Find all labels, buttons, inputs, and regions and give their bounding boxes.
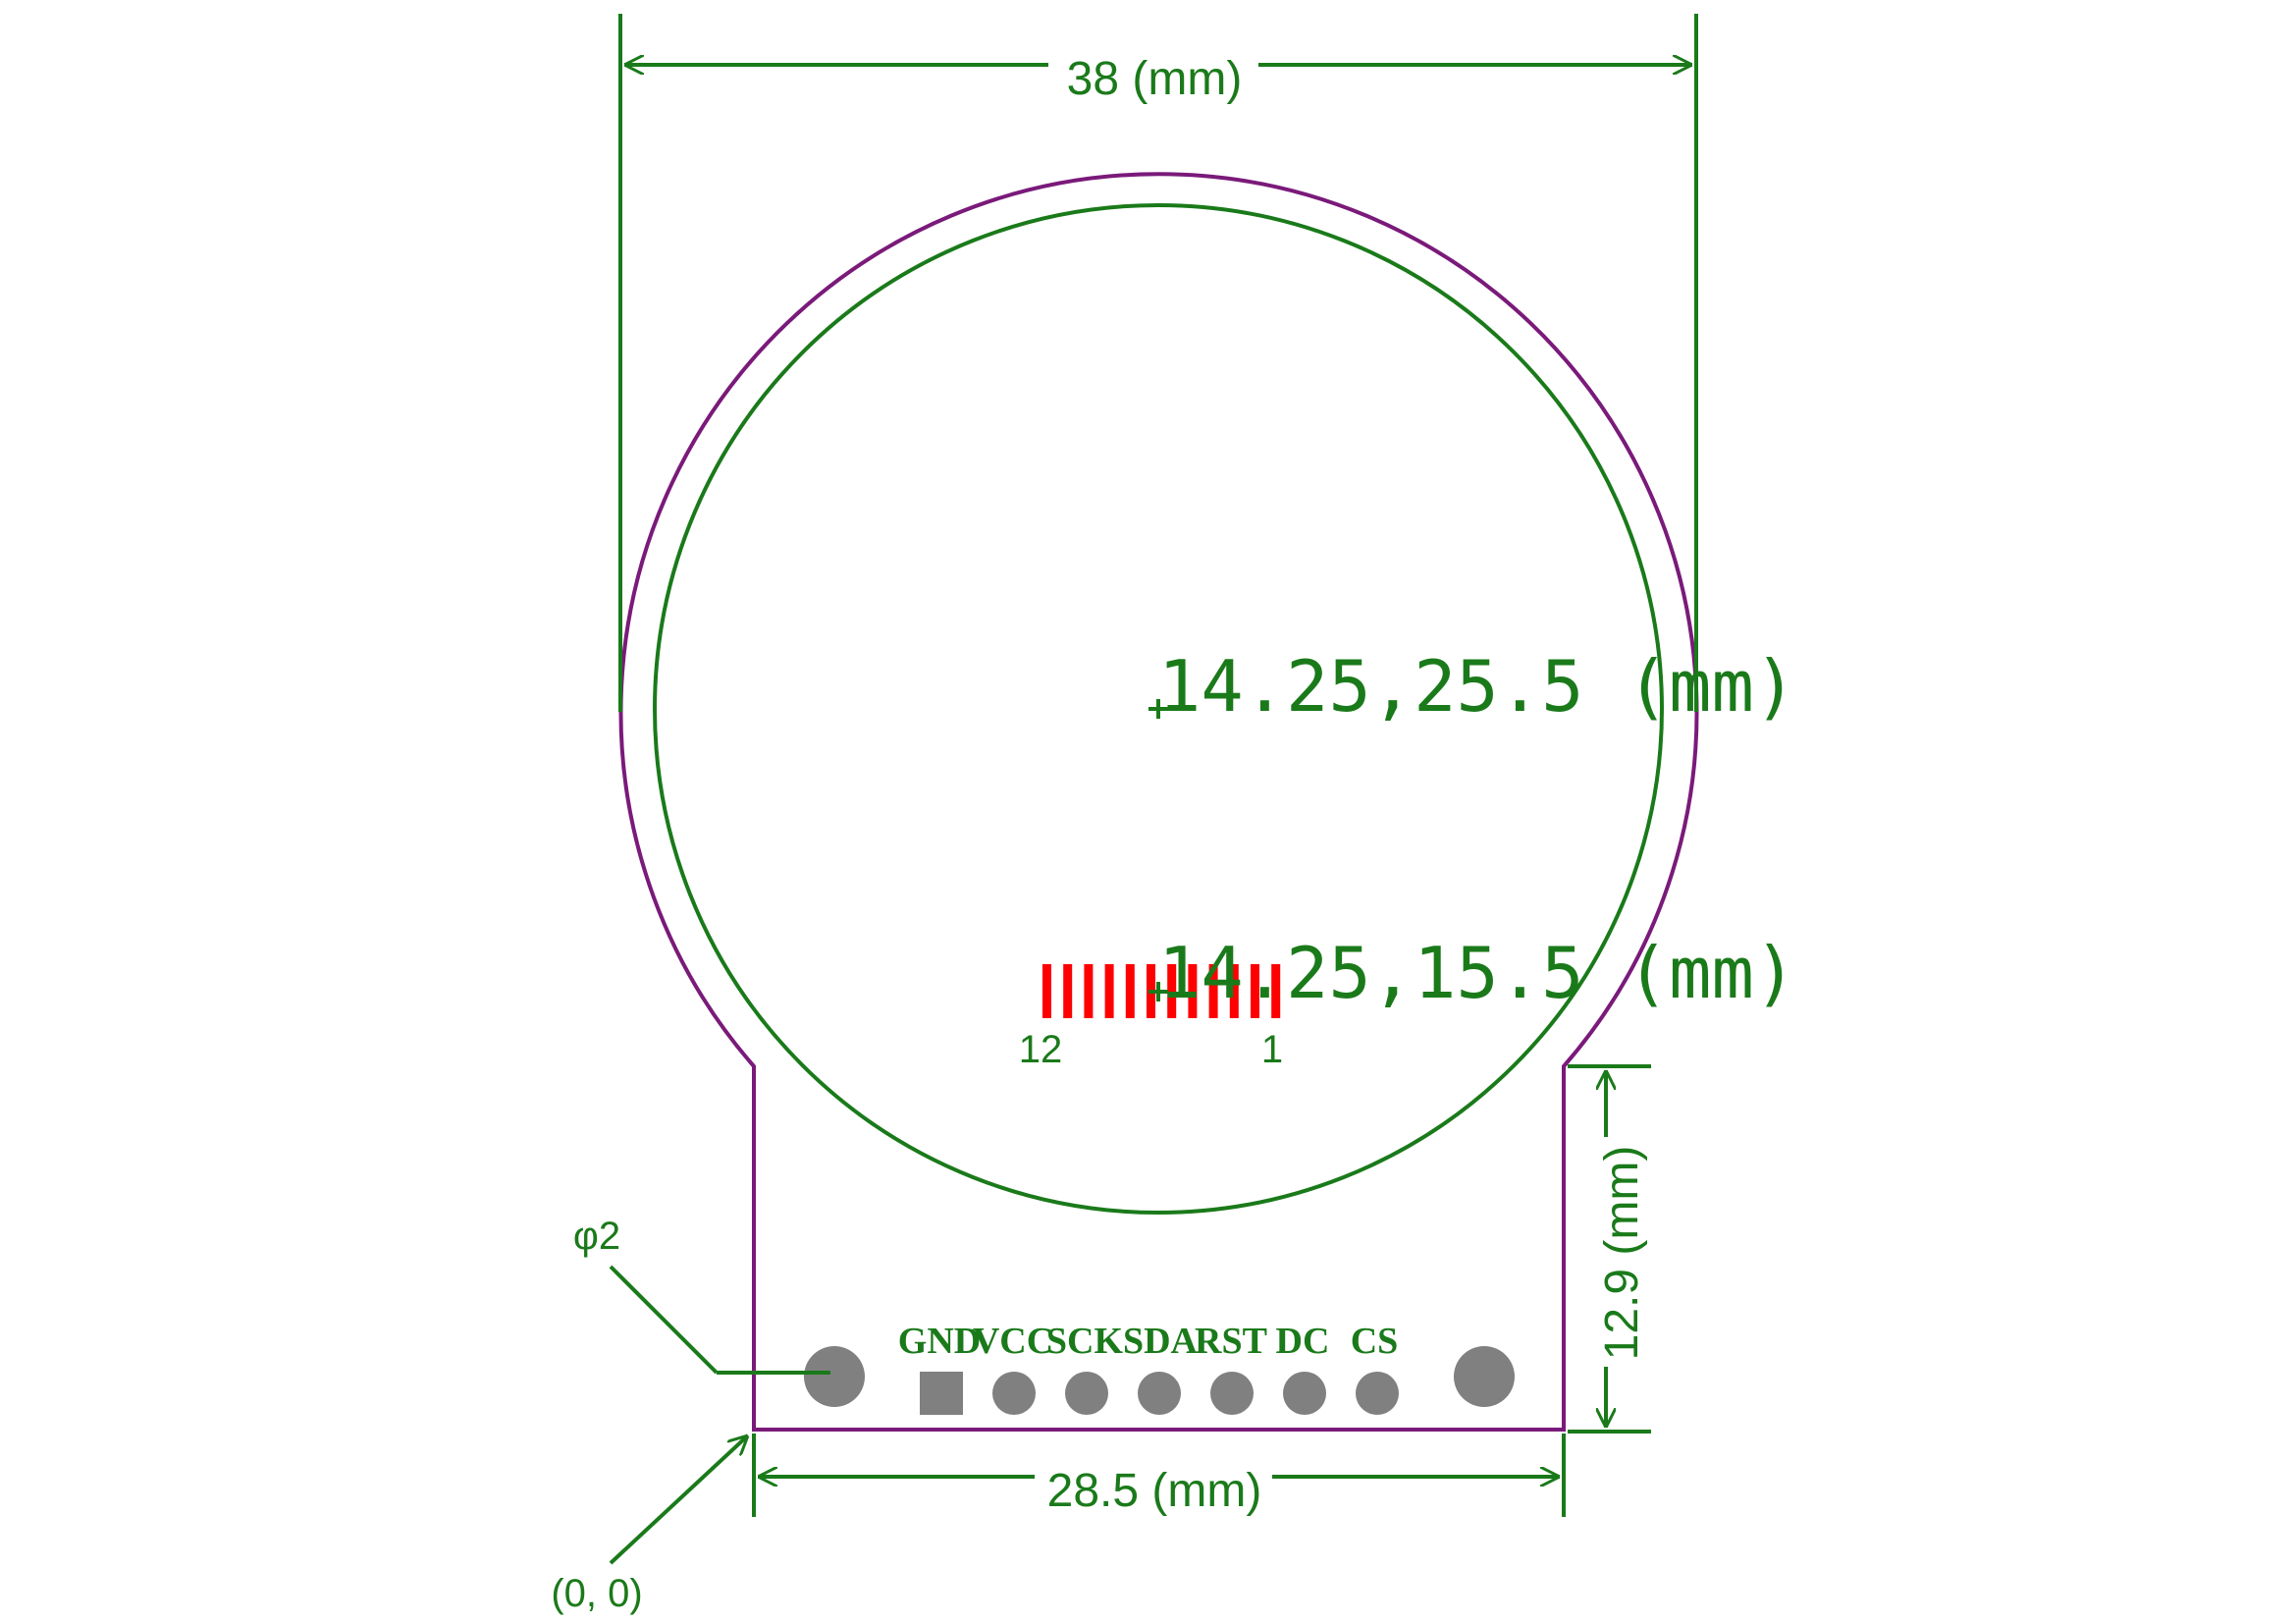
tail-height-label: 12.9 (mm) — [1596, 1146, 1648, 1361]
pad-round — [992, 1372, 1036, 1415]
tail-height-dimension: 12.9 (mm) — [1568, 1064, 1651, 1434]
origin-label: (0, 0) — [551, 1572, 642, 1615]
leader-line-diagonal — [609, 1265, 719, 1375]
pin-label-vcc: VCC — [973, 1321, 1053, 1362]
bottom-width-dimension: 28.5 (mm) — [752, 1434, 1566, 1517]
connector-coordinate-label: 14.25,15.5 (mm) — [1158, 932, 1796, 1014]
pin-labels: GND VCC SCK SDA RST DC CS — [898, 1321, 1399, 1362]
pad-round — [1283, 1372, 1326, 1415]
hole-diameter-callout: φ2 — [573, 1215, 830, 1375]
fpc-connector — [1042, 964, 1281, 1018]
connector-stripe — [1042, 964, 1051, 1018]
center-coordinate-label: 14.25,25.5 (mm) — [1158, 645, 1796, 728]
mounting-hole-left — [804, 1346, 865, 1407]
pad-round — [1138, 1372, 1181, 1415]
pin-label-dc: DC — [1276, 1321, 1330, 1362]
bottom-width-label: 28.5 (mm) — [1047, 1465, 1262, 1517]
pin-label-gnd: GND — [898, 1321, 981, 1362]
connector-stripe — [1125, 964, 1135, 1018]
connector-stripe — [1104, 964, 1114, 1018]
pin-label-rst: RST — [1195, 1321, 1267, 1362]
pin-label-sck: SCK — [1046, 1321, 1124, 1362]
header-pads — [920, 1372, 1399, 1415]
connector-pin-12-label: 12 — [1019, 1028, 1063, 1071]
connector-stripe — [1208, 964, 1218, 1018]
connector-stripe — [1167, 964, 1177, 1018]
mounting-hole-right — [1454, 1346, 1515, 1407]
connector-stripe — [1271, 964, 1281, 1018]
connector-stripe — [1188, 964, 1198, 1018]
connector-stripe — [1251, 964, 1259, 1018]
connector-stripe — [1084, 964, 1094, 1018]
board-outline — [618, 172, 1699, 1432]
top-width-dimension: 38 (mm) — [618, 14, 1698, 712]
pad-round — [1065, 1372, 1108, 1415]
pad-square — [920, 1372, 963, 1415]
connector-stripe — [1229, 964, 1239, 1018]
pad-round — [1210, 1372, 1254, 1415]
pin-label-sda: SDA — [1123, 1321, 1199, 1362]
connector-stripe — [1063, 964, 1073, 1018]
hole-diameter-label: φ2 — [573, 1215, 620, 1258]
connector-coordinate: 14.25,15.5 (mm) — [1148, 932, 1796, 1014]
pin-label-cs: CS — [1351, 1321, 1399, 1362]
origin-leader-line — [609, 1435, 748, 1565]
pad-round — [1356, 1372, 1399, 1415]
top-width-label: 38 (mm) — [1067, 53, 1243, 105]
connector-pin-1-label: 1 — [1261, 1028, 1283, 1071]
center-coordinate: 14.25,25.5 (mm) — [1148, 645, 1796, 728]
display-area-circle — [653, 203, 1664, 1215]
origin-callout: (0, 0) — [551, 1435, 748, 1615]
